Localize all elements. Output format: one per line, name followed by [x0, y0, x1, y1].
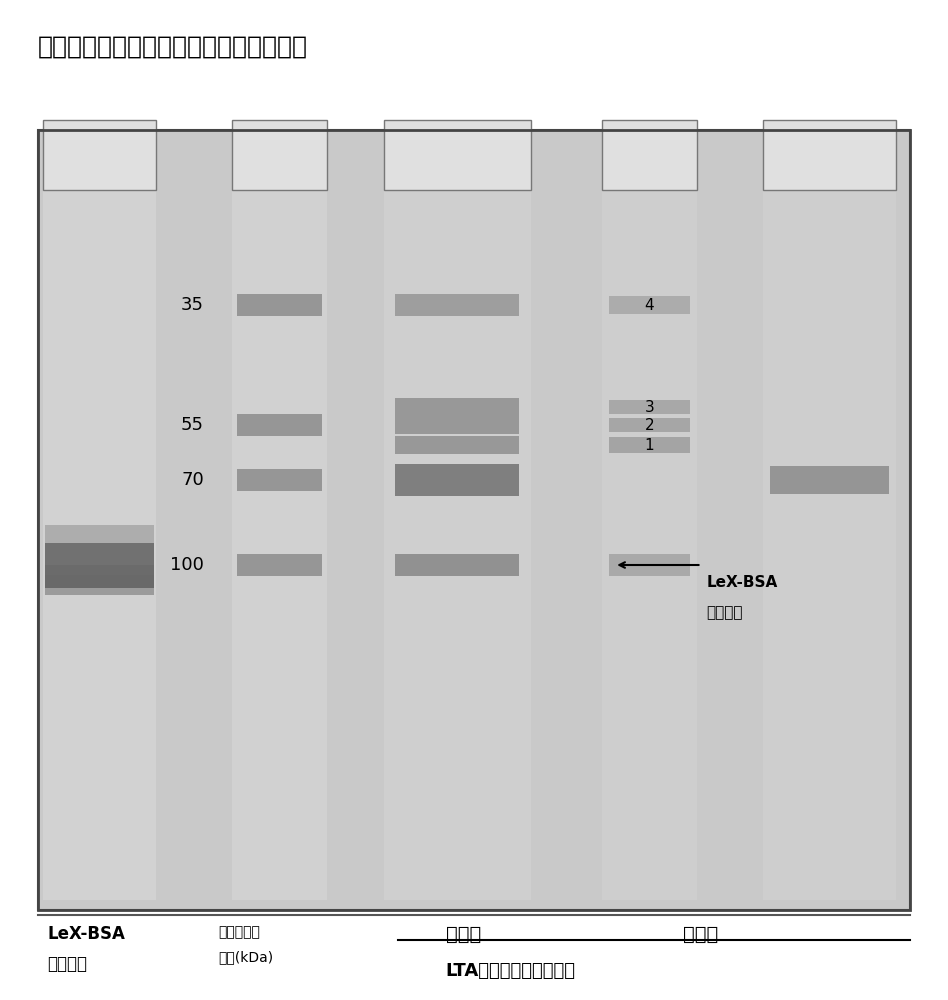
Bar	[384, 120, 531, 190]
Bar	[395, 398, 519, 416]
Text: 4: 4	[645, 298, 654, 312]
Bar	[232, 120, 327, 190]
Text: 十二烷基硫酸钠聚丙烯酰胺凝胶电泳分析: 十二烷基硫酸钠聚丙烯酰胺凝胶电泳分析	[38, 35, 308, 59]
Bar	[45, 525, 154, 575]
Bar	[237, 414, 322, 436]
Text: 拟糖蛋白: 拟糖蛋白	[47, 955, 87, 973]
Bar	[384, 140, 531, 900]
Text: 标准蛋白分: 标准蛋白分	[218, 925, 260, 939]
Bar	[395, 416, 519, 434]
Bar	[609, 554, 689, 576]
Bar	[237, 294, 322, 316]
Bar	[602, 140, 697, 900]
Bar	[232, 140, 327, 900]
Bar	[45, 542, 154, 587]
Text: 2: 2	[645, 418, 654, 432]
Text: 100: 100	[170, 556, 204, 574]
Text: 子量(kDa): 子量(kDa)	[218, 950, 273, 964]
Text: 70: 70	[181, 471, 204, 489]
Bar	[45, 565, 154, 595]
Bar	[609, 296, 689, 314]
Bar	[38, 130, 910, 910]
Bar	[395, 294, 519, 316]
Text: 实验组: 实验组	[446, 925, 481, 944]
Bar	[43, 120, 156, 190]
Bar	[763, 140, 896, 900]
Text: LTA凝集素树脂洗脱产物: LTA凝集素树脂洗脱产物	[446, 962, 575, 980]
Bar	[602, 120, 697, 190]
Bar	[609, 400, 689, 414]
Bar	[395, 436, 519, 454]
Bar	[763, 120, 896, 190]
Text: 35: 35	[181, 296, 204, 314]
Bar	[770, 466, 888, 494]
FancyBboxPatch shape	[38, 130, 910, 910]
Text: 对照组: 对照组	[683, 925, 718, 944]
Text: 拟糖蛋白: 拟糖蛋白	[706, 605, 743, 620]
Bar	[237, 469, 322, 491]
Text: 3: 3	[645, 399, 654, 414]
Bar	[43, 140, 156, 900]
Bar	[609, 437, 689, 453]
Text: 1: 1	[645, 438, 654, 452]
Bar	[395, 554, 519, 576]
Bar	[237, 554, 322, 576]
Text: LeX-BSA: LeX-BSA	[706, 575, 777, 590]
Bar	[609, 418, 689, 432]
Text: LeX-BSA: LeX-BSA	[47, 925, 125, 943]
Text: 55: 55	[181, 416, 204, 434]
Bar	[395, 464, 519, 496]
